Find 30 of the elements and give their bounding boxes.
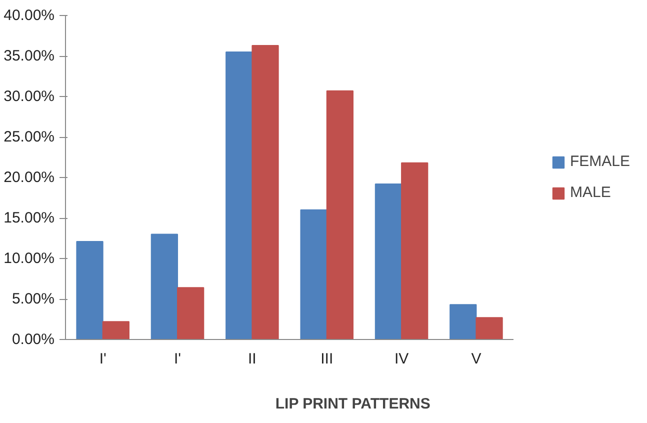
bar: [300, 209, 328, 340]
y-tick-label: 25.00%: [4, 128, 54, 146]
bar: [226, 51, 253, 340]
x-tick-label: II: [248, 350, 256, 368]
bar: [76, 240, 104, 340]
bar: [374, 183, 402, 340]
bar: [401, 162, 428, 340]
bar: [252, 44, 279, 340]
y-tick-label: 30.00%: [4, 88, 54, 105]
x-tick-label: IV: [394, 350, 409, 368]
y-tick-label: 35.00%: [4, 48, 54, 64]
y-tick-label: 0.00%: [12, 331, 55, 348]
x-axis-title: LIP PRINT PATTERNS: [275, 396, 430, 412]
x-tick-label: I': [99, 350, 106, 368]
legend-label: MALE: [570, 184, 611, 201]
x-tick-label: I': [174, 350, 182, 368]
bar: [177, 287, 204, 340]
y-tick-label: 10.00%: [4, 250, 54, 267]
y-tick-label: 40.00%: [4, 7, 54, 24]
legend-label: FEMALE: [570, 153, 630, 170]
bar: [326, 90, 354, 340]
bar: [476, 317, 503, 340]
x-tick-label: III: [320, 350, 334, 368]
bar: [102, 321, 130, 340]
y-tick-label: 20.00%: [4, 169, 54, 186]
y-tick-label: 15.00%: [4, 210, 54, 226]
y-tick-label: 5.00%: [12, 290, 55, 308]
bar: [150, 234, 178, 340]
bar: [450, 304, 477, 340]
x-tick-label: V: [471, 350, 482, 368]
